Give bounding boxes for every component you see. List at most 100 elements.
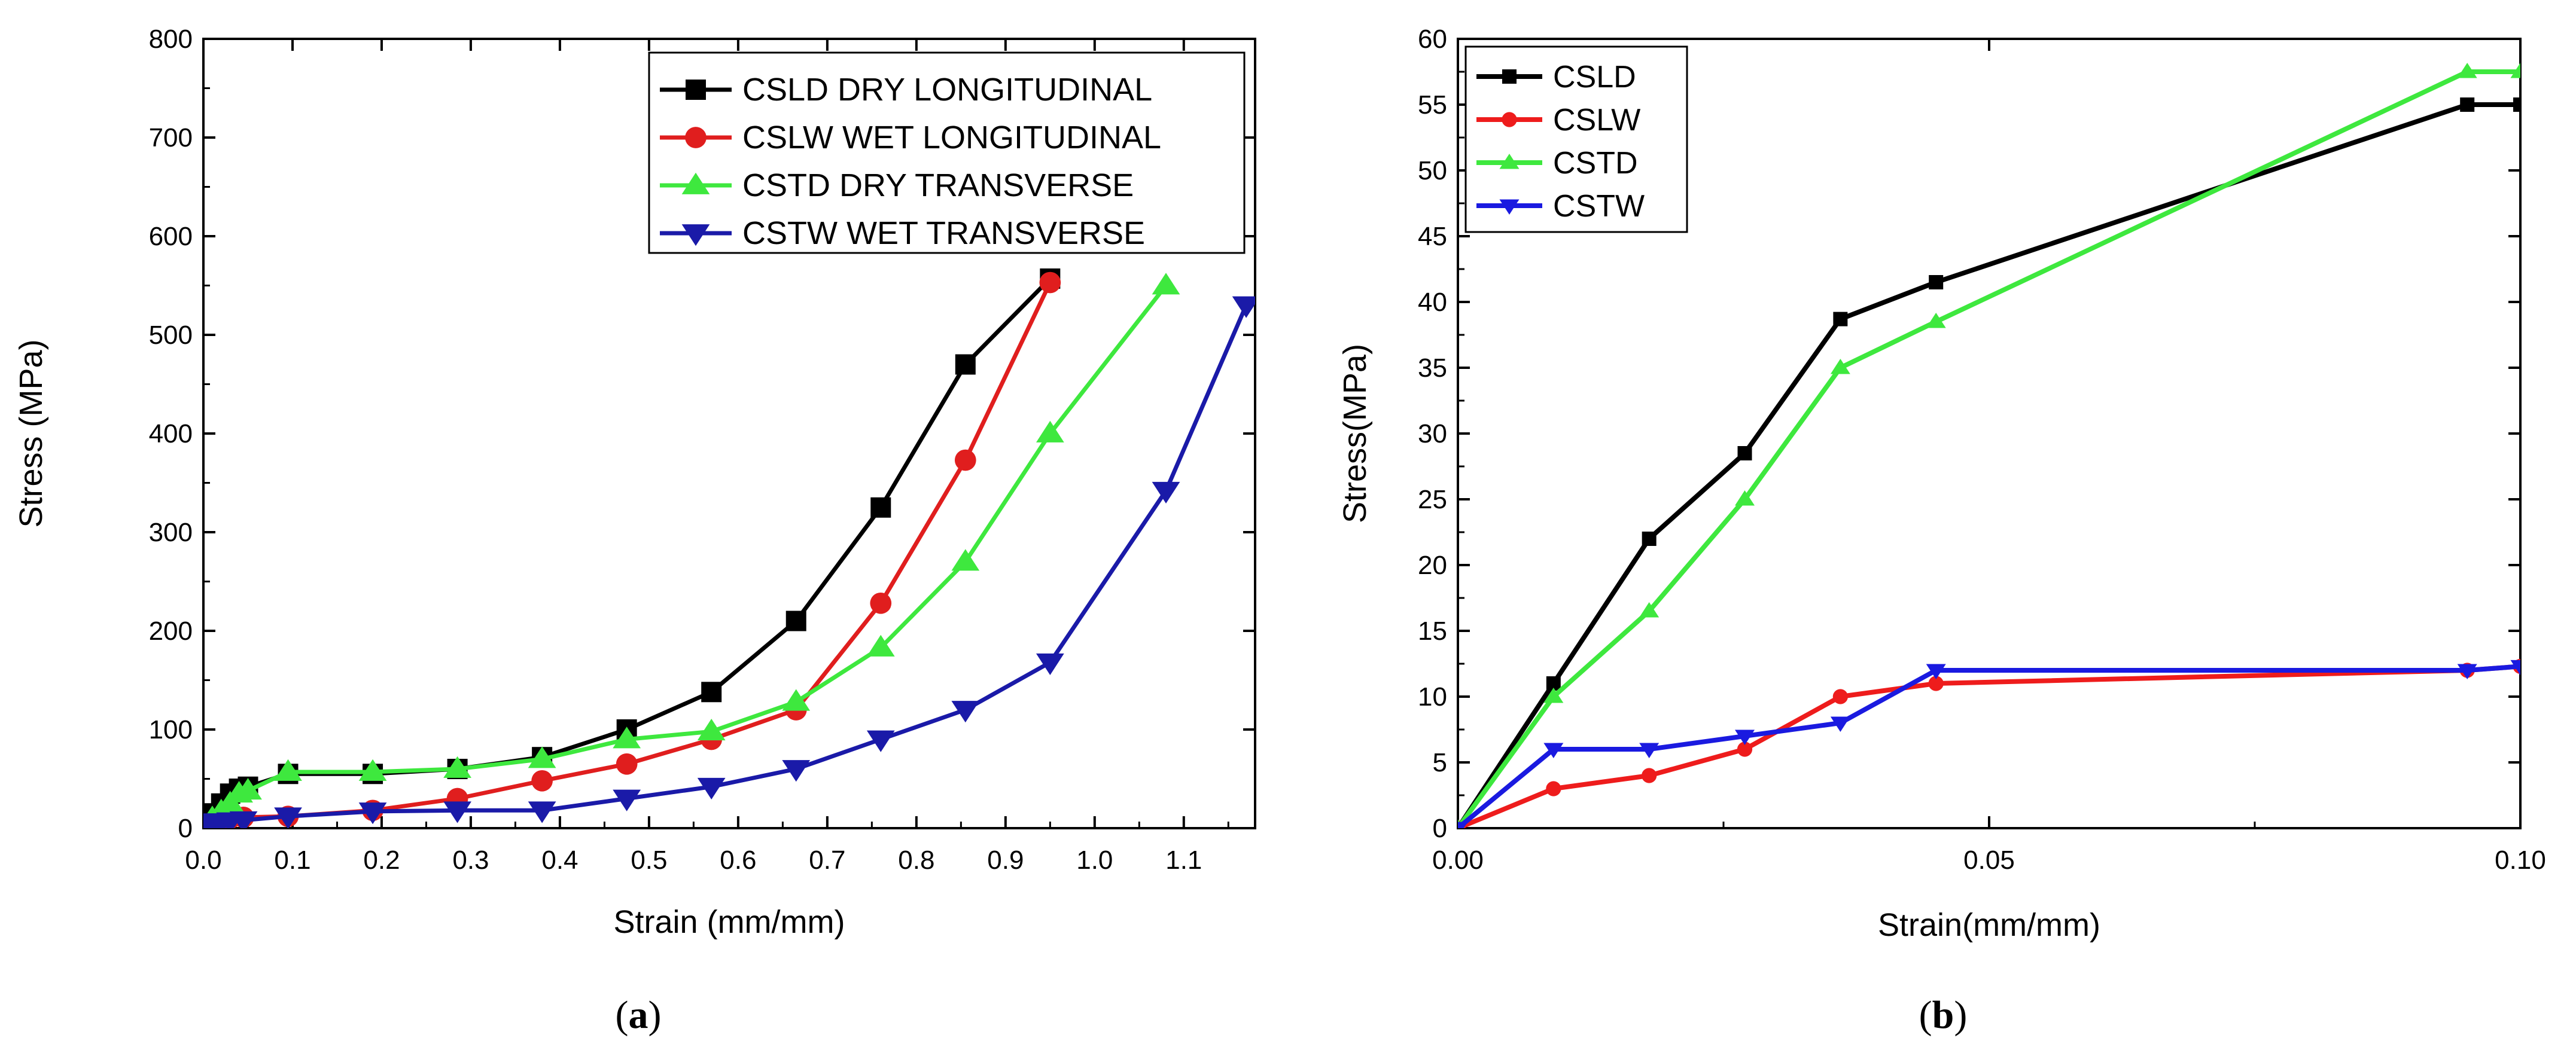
chart-panel-b: 0.00 0.05 0.10 0 5 10 15 20 25 30 35 40 45 50 55 60 Stra… bbox=[1337, 25, 2546, 943]
data-point bbox=[613, 789, 641, 811]
x-tick-label: 0.3 bbox=[452, 846, 489, 875]
series-cstw bbox=[1458, 660, 2520, 828]
data-point bbox=[782, 760, 811, 782]
data-point bbox=[274, 807, 302, 828]
data-point bbox=[1232, 296, 1255, 318]
data-point bbox=[1543, 688, 1564, 703]
data-point bbox=[954, 449, 976, 471]
data-point bbox=[785, 611, 806, 631]
y-tick-label: 40 bbox=[1418, 288, 1447, 317]
x-tick-label: 0.7 bbox=[809, 846, 845, 875]
data-point bbox=[1929, 275, 1944, 289]
x-tick-label: 0.00 bbox=[1432, 846, 1484, 875]
data-point bbox=[1735, 730, 1755, 745]
data-point bbox=[1458, 822, 1468, 828]
data-point bbox=[443, 756, 471, 778]
data-point bbox=[955, 354, 976, 375]
x-tick-label: 0.10 bbox=[2495, 846, 2546, 875]
x-tick-label: 0.5 bbox=[631, 846, 667, 875]
data-point bbox=[358, 759, 387, 781]
legend: CSLD CSLW CSTD CSTW bbox=[1464, 45, 1688, 233]
data-point bbox=[1546, 781, 1561, 796]
y-tick-label: 35 bbox=[1418, 353, 1447, 383]
data-point bbox=[951, 701, 980, 723]
data-point bbox=[1152, 481, 1180, 503]
y-tick-label: 30 bbox=[1418, 419, 1447, 448]
y-tick-label: 700 bbox=[149, 123, 193, 152]
y-tick-label: 50 bbox=[1418, 156, 1447, 185]
data-point bbox=[2460, 97, 2475, 112]
data-point bbox=[1036, 420, 1064, 442]
data-point bbox=[1735, 490, 1755, 506]
series-cslw bbox=[203, 271, 1061, 828]
y-tick-label: 500 bbox=[149, 321, 193, 350]
data-point bbox=[1639, 602, 1660, 618]
data-point bbox=[274, 759, 302, 781]
y-tick-label: 55 bbox=[1418, 90, 1447, 120]
x-tick-label: 0.05 bbox=[1963, 846, 2015, 875]
series-csld bbox=[203, 268, 1061, 828]
legend-marker bbox=[686, 80, 706, 100]
data-point bbox=[229, 811, 258, 828]
data-point bbox=[1928, 676, 1944, 691]
data-point bbox=[1642, 768, 1657, 783]
legend-label: CSTW bbox=[1553, 189, 1645, 224]
x-axis-label: Strain (mm/mm) bbox=[614, 904, 845, 940]
x-tick-label: 1.0 bbox=[1076, 846, 1113, 875]
legend-marker bbox=[1499, 154, 1520, 169]
data-point bbox=[1036, 653, 1064, 676]
x-tick-label: 1.1 bbox=[1165, 846, 1202, 875]
data-point bbox=[531, 770, 553, 792]
legend-label: CSLD DRY LONGITUDINAL bbox=[742, 72, 1152, 108]
legend-marker bbox=[685, 127, 707, 148]
series-cstw bbox=[203, 296, 1255, 828]
series-line bbox=[1458, 69, 2520, 828]
legend-box bbox=[648, 51, 1246, 254]
data-point bbox=[701, 682, 722, 703]
y-tick-label: 100 bbox=[149, 715, 193, 744]
y-tick-label: 400 bbox=[149, 419, 193, 448]
legend-marker bbox=[681, 224, 710, 246]
data-point bbox=[1152, 273, 1180, 295]
x-tick-label: 0.0 bbox=[185, 846, 221, 875]
series-line bbox=[1458, 664, 2520, 828]
data-point bbox=[870, 497, 891, 518]
legend-marker bbox=[681, 172, 710, 194]
y-tick-label: 25 bbox=[1418, 485, 1447, 514]
y-axis-label: Stress(MPa) bbox=[1337, 344, 1373, 523]
series-cstd bbox=[203, 273, 1180, 828]
legend-label: CSTD DRY TRANSVERSE bbox=[742, 167, 1134, 203]
y-tick-label: 200 bbox=[149, 616, 193, 646]
legend-label: CSLW WET LONGITUDINAL bbox=[742, 120, 1161, 155]
caption-a: (a) bbox=[615, 993, 662, 1037]
legend-marker bbox=[1499, 199, 1520, 215]
data-point bbox=[2510, 660, 2520, 676]
data-point bbox=[1737, 446, 1752, 460]
caption-b: (b) bbox=[1919, 993, 1968, 1037]
data-point bbox=[2510, 63, 2520, 78]
y-tick-label: 5 bbox=[1433, 748, 1447, 777]
data-point bbox=[358, 802, 387, 825]
x-tick-label: 0.6 bbox=[720, 846, 756, 875]
y-tick-label: 0 bbox=[1433, 814, 1447, 843]
data-point bbox=[866, 634, 895, 657]
data-point bbox=[2457, 664, 2477, 679]
data-point bbox=[443, 801, 471, 823]
data-point bbox=[1642, 532, 1657, 546]
data-point bbox=[1926, 313, 1946, 328]
legend-label: CSTD bbox=[1553, 146, 1638, 181]
data-point bbox=[616, 753, 638, 775]
y-tick-label: 0 bbox=[178, 814, 193, 843]
legend-label: CSLD bbox=[1553, 60, 1636, 94]
series-csld bbox=[1458, 97, 2520, 828]
chart-panel-a: 0.0 0.1 0.2 0.3 0.4 0.5 0.6 0.7 0.8 0.9 1.0 1.1 0 100… bbox=[13, 25, 1256, 940]
y-axis-label: Stress (MPa) bbox=[13, 339, 49, 527]
data-point bbox=[1926, 664, 1946, 679]
data-point bbox=[697, 719, 726, 741]
data-point bbox=[234, 778, 262, 800]
data-point bbox=[1737, 741, 1753, 757]
legend-marker bbox=[1502, 112, 1517, 127]
data-point bbox=[870, 592, 892, 614]
data-point bbox=[528, 801, 556, 823]
